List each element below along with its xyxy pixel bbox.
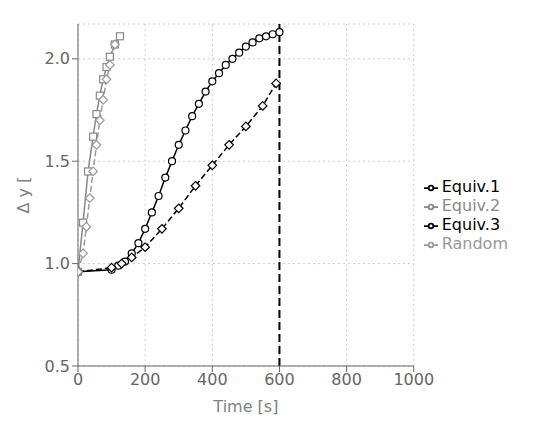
svg-text:2.0: 2.0 [45,49,70,68]
svg-text:600: 600 [264,370,295,389]
svg-text:0: 0 [73,370,83,389]
html-text:Equiv.1: Equiv.1 [441,177,501,196]
html-text:Equiv.3: Equiv.3 [441,215,501,234]
html-text:Equiv.2: Equiv.2 [441,196,501,215]
svg-text:1.0: 1.0 [45,254,70,273]
svg-text:0.5: 0.5 [45,357,70,376]
html-text:Random: Random [441,234,508,253]
svg-text:Δ y [: Δ y [ [14,177,33,214]
svg-text:400: 400 [197,370,228,389]
svg-text:800: 800 [331,370,362,389]
svg-text:Time [s]: Time [s] [212,397,278,416]
svg-text:200: 200 [130,370,161,389]
svg-text:1000: 1000 [393,370,434,389]
svg-text:1.5: 1.5 [45,152,70,171]
